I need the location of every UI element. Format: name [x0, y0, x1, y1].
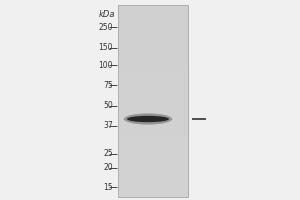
Text: 250: 250 [98, 22, 113, 31]
Bar [118, 162, 188, 166]
Bar [118, 124, 188, 128]
Bar [118, 55, 188, 59]
Bar [118, 105, 188, 109]
Text: 20: 20 [103, 163, 113, 172]
Bar [118, 82, 188, 86]
Text: kDa: kDa [98, 10, 115, 19]
Text: 50: 50 [103, 102, 113, 110]
Bar [118, 185, 188, 189]
Bar [118, 155, 188, 159]
Bar [118, 24, 188, 28]
Bar [118, 147, 188, 151]
Bar [118, 159, 188, 162]
Bar [118, 36, 188, 40]
Bar [118, 166, 188, 170]
Bar [118, 136, 188, 139]
Bar [118, 101, 188, 105]
Bar [118, 120, 188, 124]
Bar [118, 13, 188, 17]
Text: 37: 37 [103, 121, 113, 130]
Bar [118, 193, 188, 197]
Bar [118, 178, 188, 182]
Bar [118, 86, 188, 89]
Text: 75: 75 [103, 81, 113, 90]
Text: 25: 25 [103, 150, 113, 158]
Bar [118, 116, 188, 120]
Bar [118, 63, 188, 66]
Bar [118, 97, 188, 101]
Bar [118, 78, 188, 82]
Ellipse shape [127, 116, 169, 122]
Bar [118, 93, 188, 97]
Bar [118, 47, 188, 51]
Bar [118, 51, 188, 55]
Text: 150: 150 [98, 44, 113, 52]
Bar [118, 9, 188, 13]
Bar [118, 66, 188, 70]
Ellipse shape [124, 113, 172, 125]
Bar [118, 5, 188, 9]
Bar [118, 89, 188, 93]
Bar [118, 5, 188, 197]
Bar [118, 128, 188, 132]
Text: 100: 100 [98, 60, 113, 70]
Bar [118, 182, 188, 185]
Bar [118, 143, 188, 147]
Bar [118, 189, 188, 193]
Bar [118, 17, 188, 20]
Bar [118, 70, 188, 74]
Bar [118, 151, 188, 155]
Bar [118, 59, 188, 63]
Bar [118, 20, 188, 24]
Bar [118, 139, 188, 143]
Bar [118, 132, 188, 136]
Text: 15: 15 [103, 183, 113, 192]
Bar [118, 174, 188, 178]
Bar [118, 74, 188, 78]
Bar [118, 43, 188, 47]
Bar [118, 28, 188, 32]
Bar [118, 40, 188, 43]
Bar [118, 170, 188, 174]
Bar [118, 113, 188, 116]
Bar [118, 32, 188, 36]
Bar [118, 109, 188, 113]
